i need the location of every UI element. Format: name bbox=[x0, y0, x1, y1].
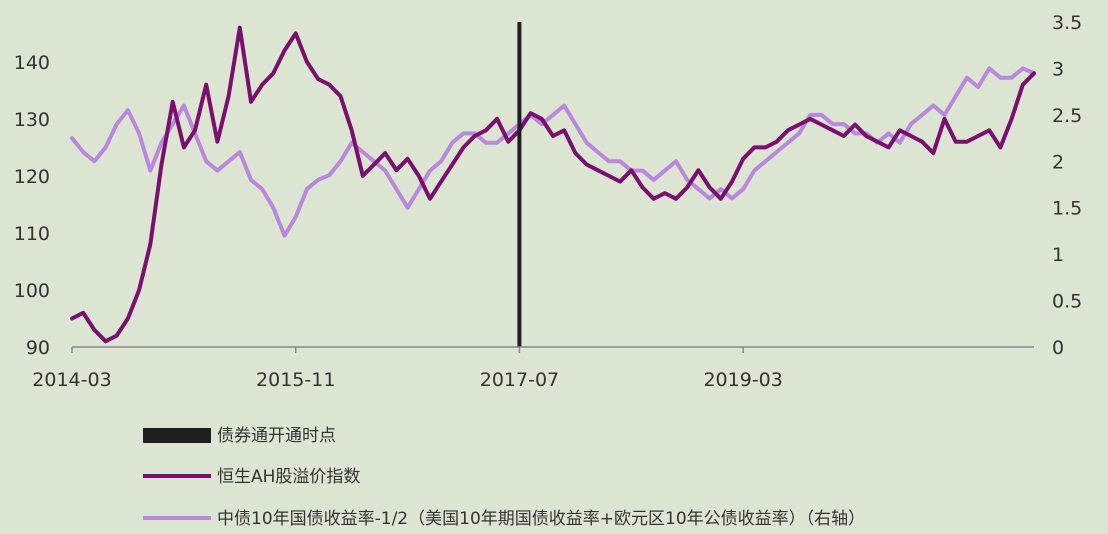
y-left-tick-label: 120 bbox=[14, 166, 50, 188]
y-right-tick-label: 3.5 bbox=[1052, 12, 1082, 34]
y-right-tick-label: 0.5 bbox=[1052, 291, 1082, 313]
y-left-tick-label: 140 bbox=[14, 52, 50, 74]
x-tick-label: 2017-07 bbox=[480, 369, 559, 391]
y-left-tick-label: 90 bbox=[26, 337, 50, 359]
series-line-ah-premium-index bbox=[70, 25, 1036, 344]
x-tick-label: 2015-11 bbox=[256, 369, 335, 391]
legend-label: 中债10年国债收益率-1/2（美国10年期国债收益率+欧元区10年公债收益率）（… bbox=[217, 509, 865, 529]
plot-area bbox=[70, 22, 1036, 347]
legend-label: 债券通开通时点 bbox=[217, 426, 336, 446]
x-tick-label: 2014-03 bbox=[32, 369, 111, 391]
y-left-tick-label: 110 bbox=[14, 223, 50, 245]
y-right-tick-label: 2.5 bbox=[1052, 105, 1082, 127]
y-right-tick-label: 1.5 bbox=[1052, 198, 1082, 220]
legend-swatch-bar bbox=[143, 428, 211, 443]
axes: 2014-03 2015-11 2017-07 2019-03901001101201… bbox=[14, 12, 1082, 391]
y-right-tick-label: 3 bbox=[1052, 58, 1064, 80]
legend-item: 债券通开通时点 bbox=[143, 426, 336, 446]
legend: 债券通开通时点恒生AH股溢价指数中债10年国债收益率-1/2（美国10年期国债收… bbox=[143, 426, 865, 529]
y-right-tick-label: 2 bbox=[1052, 151, 1064, 173]
legend-item: 中债10年国债收益率-1/2（美国10年期国债收益率+欧元区10年公债收益率）（… bbox=[143, 509, 865, 529]
y-left-tick-label: 100 bbox=[14, 280, 50, 302]
y-right-tick-label: 0 bbox=[1052, 337, 1064, 359]
y-right-tick-label: 1 bbox=[1052, 244, 1064, 266]
x-tick-label: 2019-03 bbox=[703, 369, 782, 391]
legend-label: 恒生AH股溢价指数 bbox=[217, 467, 360, 487]
legend-item: 恒生AH股溢价指数 bbox=[143, 467, 360, 487]
y-left-tick-label: 130 bbox=[14, 109, 50, 131]
